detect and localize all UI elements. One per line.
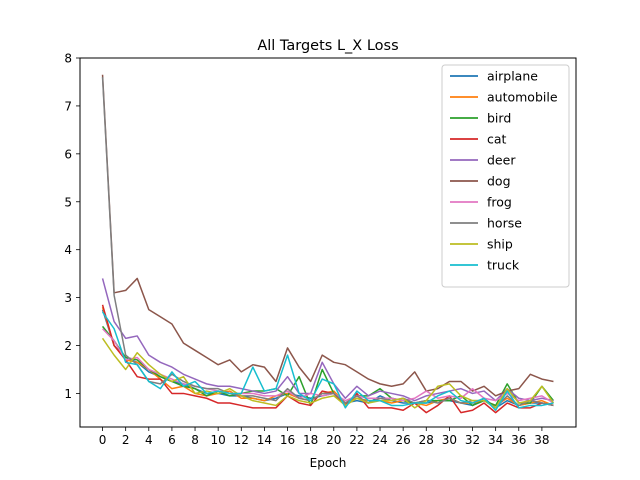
y-axis-ticks: 1 2 3 4 5 6 7 8 — [64, 52, 80, 401]
legend-label-cat: cat — [487, 132, 507, 147]
y-tick-label: 6 — [64, 147, 72, 161]
x-tick-label: 28 — [419, 433, 434, 447]
y-tick-label: 2 — [64, 339, 72, 353]
x-axis-ticks: 0 2 4 6 8 10 12 14 16 18 20 22 24 26 28 30 32 34 36 38 — [99, 427, 550, 447]
x-tick-label: 32 — [465, 433, 480, 447]
series-line-dog — [101, 74, 554, 397]
y-tick-label: 1 — [64, 387, 72, 401]
x-tick-label: 26 — [396, 433, 411, 447]
x-tick-label: 20 — [326, 433, 341, 447]
legend-label-truck: truck — [487, 258, 520, 273]
plot-frame — [79, 57, 577, 428]
legend-label-dog: dog — [487, 174, 511, 189]
x-tick-label: 24 — [372, 433, 387, 447]
legend-label-frog: frog — [487, 195, 512, 210]
chart-title: All Targets L_X Loss — [257, 38, 398, 54]
series-line-frog — [102, 328, 554, 404]
legend-label-bird: bird — [487, 111, 511, 126]
x-tick-label: 36 — [511, 433, 526, 447]
x-tick-label: 0 — [99, 433, 107, 447]
legend-label-airplane: airplane — [487, 69, 538, 84]
x-tick-label: 22 — [349, 433, 364, 447]
legend-label-horse: horse — [487, 216, 522, 231]
series-line-truck — [101, 311, 554, 411]
series-line-cat — [101, 304, 554, 414]
x-tick-label: 2 — [122, 433, 130, 447]
legend-label-deer: deer — [487, 153, 516, 168]
y-tick-label: 5 — [64, 195, 72, 209]
x-tick-label: 14 — [257, 433, 272, 447]
y-tick-label: 4 — [64, 243, 72, 257]
x-tick-label: 8 — [191, 433, 199, 447]
x-tick-label: 16 — [280, 433, 295, 447]
x-tick-label: 4 — [145, 433, 153, 447]
series-line-deer — [101, 278, 554, 402]
y-tick-label: 3 — [64, 291, 72, 305]
y-tick-label: 8 — [64, 52, 72, 66]
legend-box — [441, 64, 570, 288]
series-layer — [101, 74, 555, 414]
x-tick-label: 18 — [303, 433, 318, 447]
x-tick-label: 38 — [534, 433, 549, 447]
y-tick-label: 7 — [64, 99, 72, 113]
x-tick-label: 12 — [234, 433, 249, 447]
legend: airplane automobile bird cat deer dog frog hors… — [441, 64, 570, 288]
x-axis-label: Epoch — [310, 456, 347, 470]
legend-label-ship: ship — [487, 237, 513, 252]
x-tick-label: 6 — [168, 433, 176, 447]
x-tick-label: 30 — [442, 433, 457, 447]
legend-label-automobile: automobile — [487, 90, 558, 105]
x-tick-label: 10 — [211, 433, 226, 447]
x-tick-label: 34 — [488, 433, 503, 447]
